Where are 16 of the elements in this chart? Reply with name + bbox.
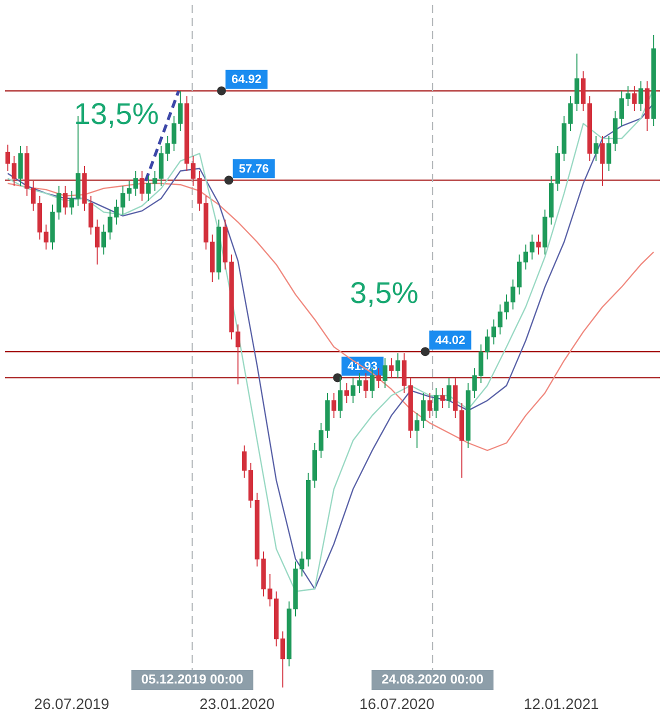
x-tick-label: 26.07.2019	[34, 696, 110, 714]
ref-line-label: 05.12.2019 00:00	[141, 672, 244, 687]
point	[217, 86, 226, 96]
point	[224, 176, 234, 185]
ref-line-label: 44.02	[435, 332, 466, 347]
candlestick	[536, 234, 541, 256]
point	[420, 347, 430, 356]
x-tick-label: 16.07.2020	[359, 696, 434, 714]
point	[333, 373, 342, 382]
ref-line-label: 24.08.2020 00:00	[382, 672, 484, 687]
annotation: 3,5%	[350, 277, 418, 310]
ref-line-label: 57.76	[238, 161, 270, 176]
annotation: 13,5%	[74, 98, 159, 132]
ref-line-label: 64.92	[232, 72, 262, 86]
x-tick-label: 23.01.2020	[199, 696, 275, 714]
x-tick-label: 12.01.2021	[524, 696, 599, 714]
